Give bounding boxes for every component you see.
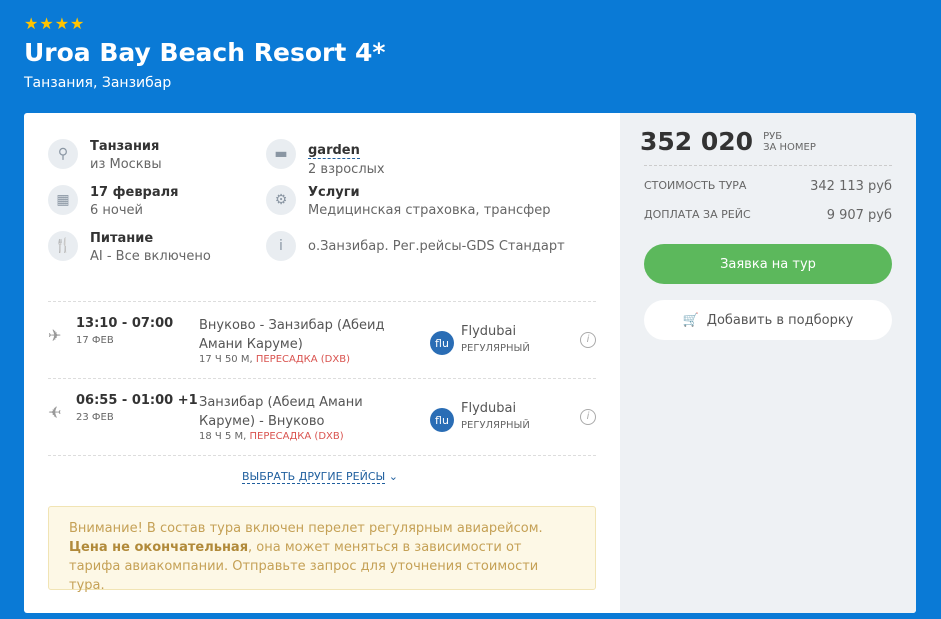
info-item: i о.Занзибар. Рег.рейсы-GDS Стандарт (266, 231, 565, 261)
chevron-down-icon: ⌄ (388, 470, 398, 483)
plane-icon: ✈ (48, 403, 62, 422)
location-icon: ⚲ (48, 139, 78, 169)
plane-icon: ✈ (48, 326, 62, 345)
choose-other-flights-link[interactable]: ВЫБРАТЬ ДРУГИЕ РЕЙСЫ ⌄ (242, 470, 398, 484)
order-tour-button[interactable]: Заявка на тур (644, 244, 892, 284)
info-item: ▦ 17 февраля 6 ночей (48, 185, 179, 218)
star-rating: ★★★★ (24, 14, 86, 33)
cart-icon: 🛒 (682, 312, 699, 328)
total-price: 352 020 (640, 127, 754, 156)
divider (48, 301, 596, 302)
flight-surcharge: 9 907 руб (826, 208, 892, 223)
info-item: ▬ garden 2 взрослых (266, 139, 385, 177)
tour-card: ⚲ Танзания из Москвы ▬ garden 2 взрослых ▦ 17 ф… (24, 113, 916, 613)
info-icon[interactable]: i (580, 409, 596, 425)
flight-return: ✈ 06:55 - 01:00 +1 23 ФЕВ Занзибар (Абеи… (48, 379, 596, 455)
add-to-selection-button[interactable]: 🛒 Добавить в подборку (644, 300, 892, 340)
flight-outbound: ✈ 13:10 - 07:00 17 ФЕВ Внуково - Занзиба… (48, 302, 596, 378)
info-icon: i (266, 231, 296, 261)
tour-cost: 342 113 руб (810, 179, 892, 194)
bed-icon: ▬ (266, 139, 296, 169)
fork-knife-icon: 🍴 (48, 231, 78, 261)
gear-icon: ⚙ (266, 185, 296, 215)
info-icon[interactable]: i (580, 332, 596, 348)
info-item: 🍴 Питание AI - Все включено (48, 231, 211, 264)
airline-logo: flu (430, 331, 454, 355)
warning-box: Внимание! В состав тура включен перелет … (48, 506, 596, 593)
divider (48, 455, 596, 456)
price-panel: 352 020 РУБ ЗА НОМЕР СТОИМОСТЬ ТУРА 342 11… (620, 113, 916, 613)
airline-logo: flu (430, 408, 454, 432)
hotel-title: Uroa Bay Beach Resort 4* (24, 38, 386, 67)
divider (48, 378, 596, 379)
calendar-icon: ▦ (48, 185, 78, 215)
info-item: ⚲ Танзания из Москвы (48, 139, 162, 172)
hotel-location: Танзания, Занзибар (24, 75, 172, 91)
info-item: ⚙ Услуги Медицинская страховка, трансфер (266, 185, 551, 218)
divider (644, 165, 892, 166)
